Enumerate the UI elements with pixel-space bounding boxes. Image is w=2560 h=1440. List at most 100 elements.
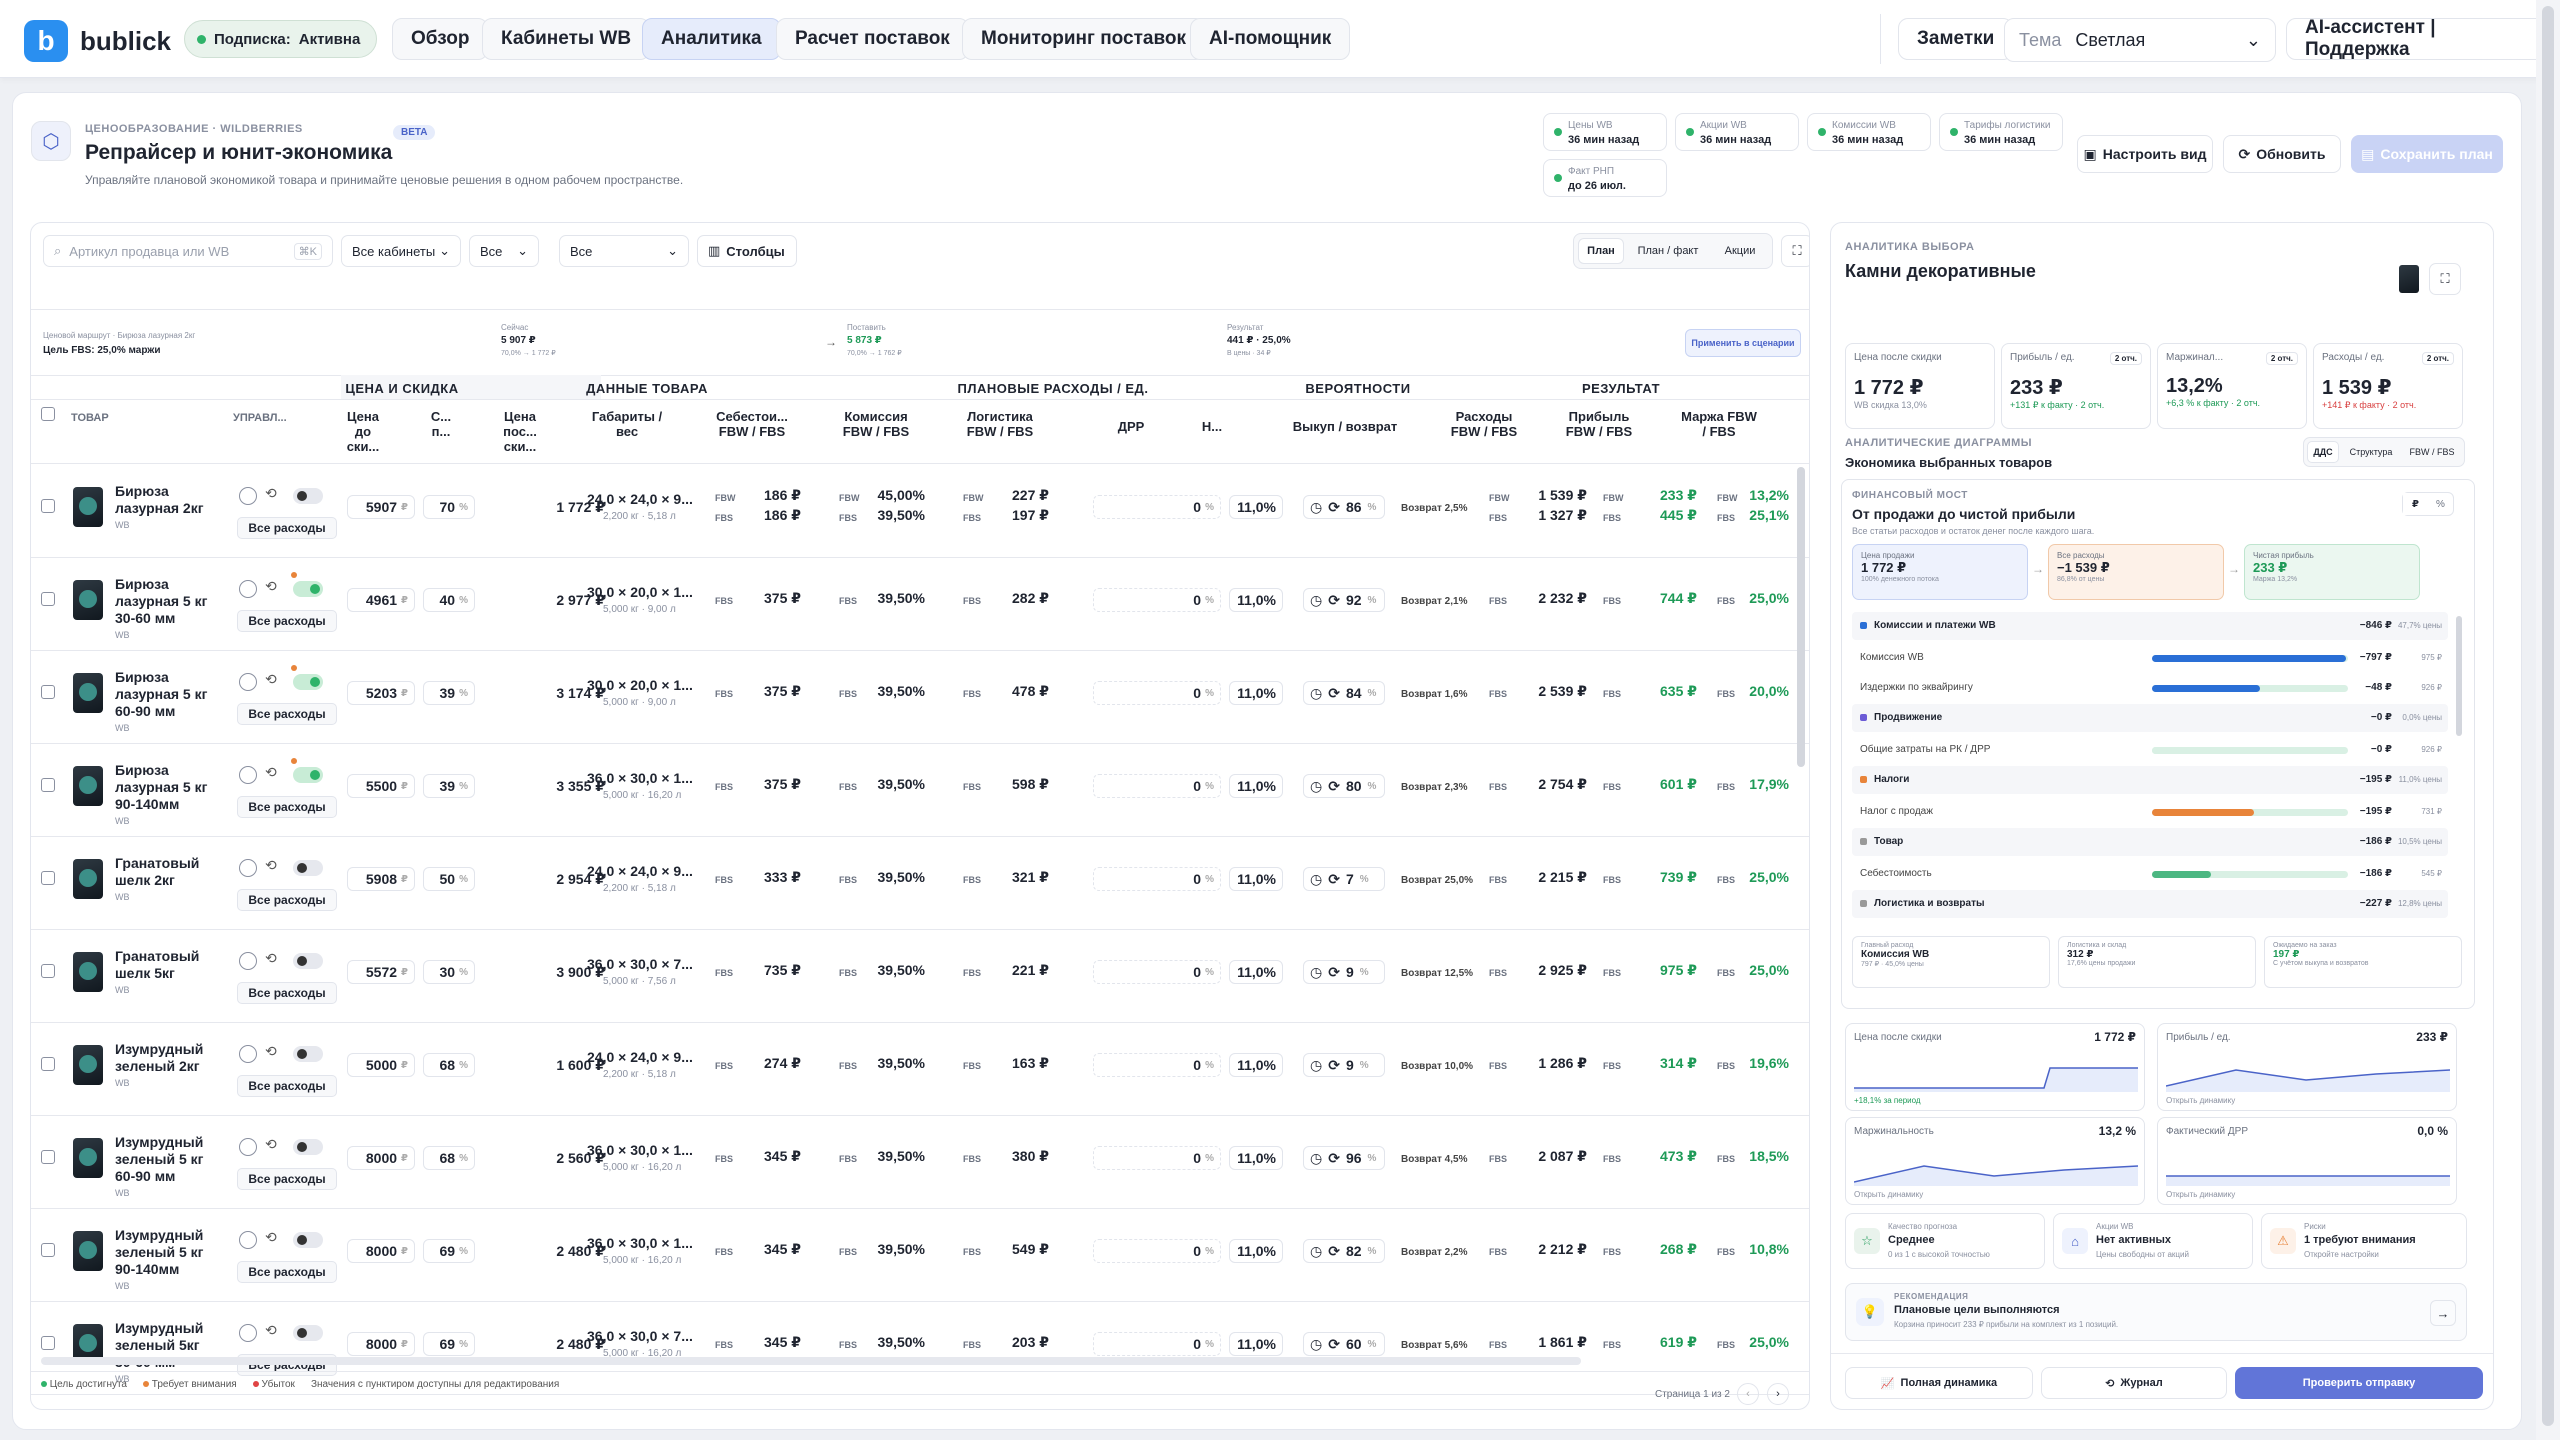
discount-input[interactable]: 69% [423, 1332, 475, 1356]
price-input[interactable]: 5500 ₽ [347, 774, 415, 798]
settings-icon[interactable] [239, 1045, 257, 1063]
bridge-group[interactable]: Комиссии и платежи WB −846 ₽47,7% цены [1852, 612, 2448, 640]
bridge-group[interactable]: Логистика и возвраты −227 ₽12,8% цены [1852, 890, 2448, 918]
history-icon[interactable]: ⟲ [265, 485, 277, 501]
all-costs-button[interactable]: Все расходы [237, 517, 337, 539]
row-checkbox[interactable] [41, 1057, 55, 1071]
bridge-group[interactable]: Продвижение −0 ₽0,0% цены [1852, 704, 2448, 732]
mini-chart-profit[interactable]: Прибыль / ед. 233 ₽ Открыть динамику [2157, 1023, 2457, 1111]
mini-chart-margin[interactable]: Маржинальность 13,2 % Открыть динамику [1845, 1117, 2145, 1205]
scroll-thumb[interactable] [2542, 6, 2554, 1426]
nav-overview[interactable]: Обзор [392, 18, 489, 60]
nav-ai-helper[interactable]: AI-помощник [1190, 18, 1351, 60]
row-checkbox[interactable] [41, 871, 55, 885]
col-logistics[interactable]: Логистика FBW / FBS [966, 409, 1034, 439]
tab-promos[interactable]: Акции [1724, 245, 1756, 257]
buyout-input[interactable]: ◷ ⟳ 92% [1303, 588, 1385, 612]
full-dynamics-button[interactable]: 📈 Полная динамика [1845, 1367, 2033, 1399]
drr-input[interactable]: 0% [1093, 1053, 1221, 1077]
nav-supply-calc[interactable]: Расчет поставок [776, 18, 969, 60]
apply-scenario-button[interactable]: Применить в сценарии [1685, 329, 1801, 357]
product-name[interactable]: Изумрудный зеленый 5 кг 60-90 мм WB [115, 1134, 204, 1198]
tab-dds[interactable]: ДДС [2307, 441, 2339, 463]
discount-input[interactable]: 69% [423, 1239, 475, 1263]
notes-button[interactable]: Заметки [1898, 18, 2014, 60]
col-expenses[interactable]: Расходы FBW / FBS [1450, 409, 1518, 439]
product-name[interactable]: Бирюза лазурная 5 кг 60-90 мм WB [115, 669, 208, 733]
discount-input[interactable]: 39% [423, 681, 475, 705]
autopricing-toggle[interactable] [293, 1046, 323, 1062]
autopricing-toggle[interactable] [293, 488, 323, 504]
buyout-input[interactable]: ◷ ⟳ 9% [1303, 1053, 1385, 1077]
support-button[interactable]: AI-ассистент | Поддержка [2286, 17, 2560, 60]
drr-input[interactable]: 0% [1093, 867, 1221, 891]
nav-analytics[interactable]: Аналитика [642, 18, 781, 60]
history-icon[interactable]: ⟲ [265, 1043, 277, 1059]
check-send-button[interactable]: Проверить отправку [2235, 1367, 2483, 1399]
buyout-input[interactable]: ◷ ⟳ 82% [1303, 1239, 1385, 1263]
history-icon[interactable]: ⟲ [265, 671, 277, 687]
row-checkbox[interactable] [41, 685, 55, 699]
buyout-input[interactable]: ◷ ⟳ 84% [1303, 681, 1385, 705]
page-scrollbar[interactable] [2536, 0, 2560, 1440]
price-input[interactable]: 4961 ₽ [347, 588, 415, 612]
promos-card[interactable]: ⌂ Акции WB Нет активных Цены свободны от ак… [2053, 1213, 2253, 1269]
discount-input[interactable]: 68% [423, 1053, 475, 1077]
unit-percent[interactable]: % [2436, 498, 2445, 510]
tab-plan-fact[interactable]: План / факт [1637, 245, 1699, 257]
tab-fbw-fbs[interactable]: FBW / FBS [2409, 447, 2455, 457]
autopricing-toggle[interactable] [293, 674, 323, 690]
price-input[interactable]: 5572 ₽ [347, 960, 415, 984]
price-input[interactable]: 5203 ₽ [347, 681, 415, 705]
col-after[interactable]: Цена пос... ски... [503, 409, 537, 454]
discount-input[interactable]: 70% [423, 495, 475, 519]
refresh-button[interactable]: ⟳ Обновить [2223, 135, 2341, 173]
cabinets-select[interactable]: Все кабинеты ⌄ [341, 235, 461, 267]
autopricing-toggle[interactable] [293, 1232, 323, 1248]
row-checkbox[interactable] [41, 592, 55, 606]
row-checkbox[interactable] [41, 1150, 55, 1164]
next-page-icon[interactable]: › [1767, 1383, 1789, 1405]
history-icon[interactable]: ⟲ [265, 1322, 277, 1338]
row-checkbox[interactable] [41, 1243, 55, 1257]
drr-input[interactable]: 0% [1093, 495, 1221, 519]
tax-input[interactable]: 11,0% [1229, 774, 1283, 798]
fullscreen-icon[interactable]: ⛶ [1781, 235, 1809, 267]
history-icon[interactable]: ⟲ [265, 764, 277, 780]
autopricing-toggle[interactable] [293, 1139, 323, 1155]
all-costs-button[interactable]: Все расходы [237, 796, 337, 818]
save-plan-button[interactable]: ▤ Сохранить план [2351, 135, 2503, 173]
row-checkbox[interactable] [41, 1336, 55, 1350]
all-costs-button[interactable]: Все расходы [237, 610, 337, 632]
expand-icon[interactable]: ⛶ [2429, 263, 2461, 295]
settings-icon[interactable] [239, 580, 257, 598]
drr-input[interactable]: 0% [1093, 774, 1221, 798]
history-icon[interactable]: ⟲ [265, 1136, 277, 1152]
v-scrollbar[interactable] [1797, 467, 1805, 767]
unit-rub[interactable]: ₽ [2403, 493, 2428, 515]
col-commission[interactable]: Комиссия FBW / FBS [842, 409, 910, 439]
bridge-group[interactable]: Налоги −195 ₽11,0% цены [1852, 766, 2448, 794]
history-icon[interactable]: ⟲ [265, 1229, 277, 1245]
row-checkbox[interactable] [41, 499, 55, 513]
select-all-checkbox[interactable] [41, 407, 55, 421]
history-icon[interactable]: ⟲ [265, 950, 277, 966]
journal-button[interactable]: ⟲ Журнал [2041, 1367, 2227, 1399]
all-costs-button[interactable]: Все расходы [237, 703, 337, 725]
tax-input[interactable]: 11,0% [1229, 588, 1283, 612]
drr-input[interactable]: 0% [1093, 960, 1221, 984]
col-dims[interactable]: Габариты / вес [591, 409, 663, 439]
buyout-input[interactable]: ◷ ⟳ 60% [1303, 1332, 1385, 1356]
price-input[interactable]: 5907 ₽ [347, 495, 415, 519]
col-buyout[interactable]: Выкуп / возврат [1292, 419, 1398, 434]
all-costs-button[interactable]: Все расходы [237, 982, 337, 1004]
mini-chart-drr[interactable]: Фактический ДРР 0,0 % Открыть динамику [2157, 1117, 2457, 1205]
buyout-input[interactable]: ◷ ⟳ 96% [1303, 1146, 1385, 1170]
risks-card[interactable]: ⚠ Риски 1 требуют внимания Откройте настрой… [2261, 1213, 2467, 1269]
settings-icon[interactable] [239, 673, 257, 691]
col-drr[interactable]: ДРР [1117, 419, 1145, 434]
configure-view-button[interactable]: ▣ Настроить вид [2077, 135, 2213, 173]
col-product[interactable]: ТОВАР [71, 412, 109, 424]
mini-chart-price[interactable]: Цена после скидки 1 772 ₽ +18,1% за период [1845, 1023, 2145, 1111]
